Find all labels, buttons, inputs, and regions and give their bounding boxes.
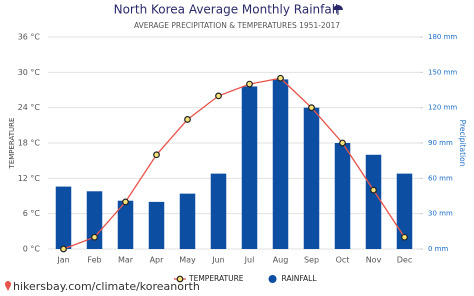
temperature-point — [370, 186, 377, 194]
x-tick-label: Dec — [397, 256, 412, 265]
y-tick-label: 30 °C — [18, 68, 41, 77]
x-tick-label: Jul — [244, 256, 255, 265]
temperature-point — [401, 233, 408, 241]
pin-icon — [5, 281, 11, 291]
y-axis-title: TEMPERATURE — [8, 118, 16, 170]
y-tick-label: 24 °C — [18, 103, 41, 112]
y-tick-label: 36 °C — [18, 33, 41, 42]
temperature-point — [277, 74, 284, 82]
bar — [86, 191, 103, 249]
y2-tick-label: 90 mm — [428, 139, 453, 147]
x-tick-label: Mar — [118, 256, 134, 265]
bar — [241, 86, 258, 249]
chart-subtitle: AVERAGE PRECIPITATION & TEMPERATURES 195… — [134, 21, 340, 30]
y-tick-label: 6 °C — [23, 209, 41, 218]
bar — [334, 143, 351, 249]
bar — [365, 154, 382, 249]
temperature-point — [308, 104, 315, 112]
bar — [117, 200, 134, 249]
legend-label: RAINFALL — [282, 274, 318, 283]
y2-tick-label: 150 mm — [428, 68, 457, 76]
y2-tick-label: 0 mm — [428, 245, 448, 253]
bar — [272, 79, 289, 250]
chart-title: North Korea Average Monthly Rainfall — [114, 3, 339, 17]
x-tick-label: Sep — [304, 256, 319, 265]
temperature-point — [91, 233, 98, 241]
temperature-point — [215, 92, 222, 100]
temperature-line — [63, 77, 406, 250]
y2-tick-label: 30 mm — [428, 210, 453, 218]
temperature-point — [153, 151, 160, 159]
bar — [303, 107, 320, 250]
y2-tick-label: 120 mm — [428, 104, 457, 112]
x-tick-label: Feb — [87, 256, 101, 265]
temperature-point — [339, 139, 346, 147]
temperature-point — [246, 80, 253, 88]
bar — [148, 201, 165, 249]
legend-marker — [268, 275, 277, 283]
legend-label: TEMPERATURE — [188, 274, 244, 283]
x-tick-label: Apr — [150, 256, 165, 265]
x-tick-label: May — [179, 256, 196, 265]
x-tick-label: Jun — [211, 256, 225, 265]
legend-marker — [176, 275, 184, 283]
umbrella-icon — [333, 5, 343, 15]
bar — [210, 173, 227, 249]
x-tick-label: Nov — [366, 256, 382, 265]
y2-tick-label: 60 mm — [428, 174, 453, 182]
bar — [55, 186, 72, 249]
x-tick-label: Oct — [336, 256, 350, 265]
footer-link[interactable]: hikersbay.com/climate/koreanorth — [13, 280, 200, 293]
y-tick-label: 18 °C — [18, 139, 41, 148]
temperature-point — [184, 116, 191, 123]
x-tick-label: Jan — [56, 256, 69, 265]
bar — [179, 193, 196, 249]
y-tick-label: 12 °C — [18, 174, 41, 183]
temperature-point — [122, 198, 129, 206]
temperature-point — [60, 245, 67, 253]
y2-axis-title: Precipitation — [458, 120, 467, 167]
y2-tick-label: 180 mm — [428, 33, 457, 41]
y-tick-label: 0 °C — [23, 245, 41, 254]
x-tick-label: Aug — [273, 256, 289, 265]
